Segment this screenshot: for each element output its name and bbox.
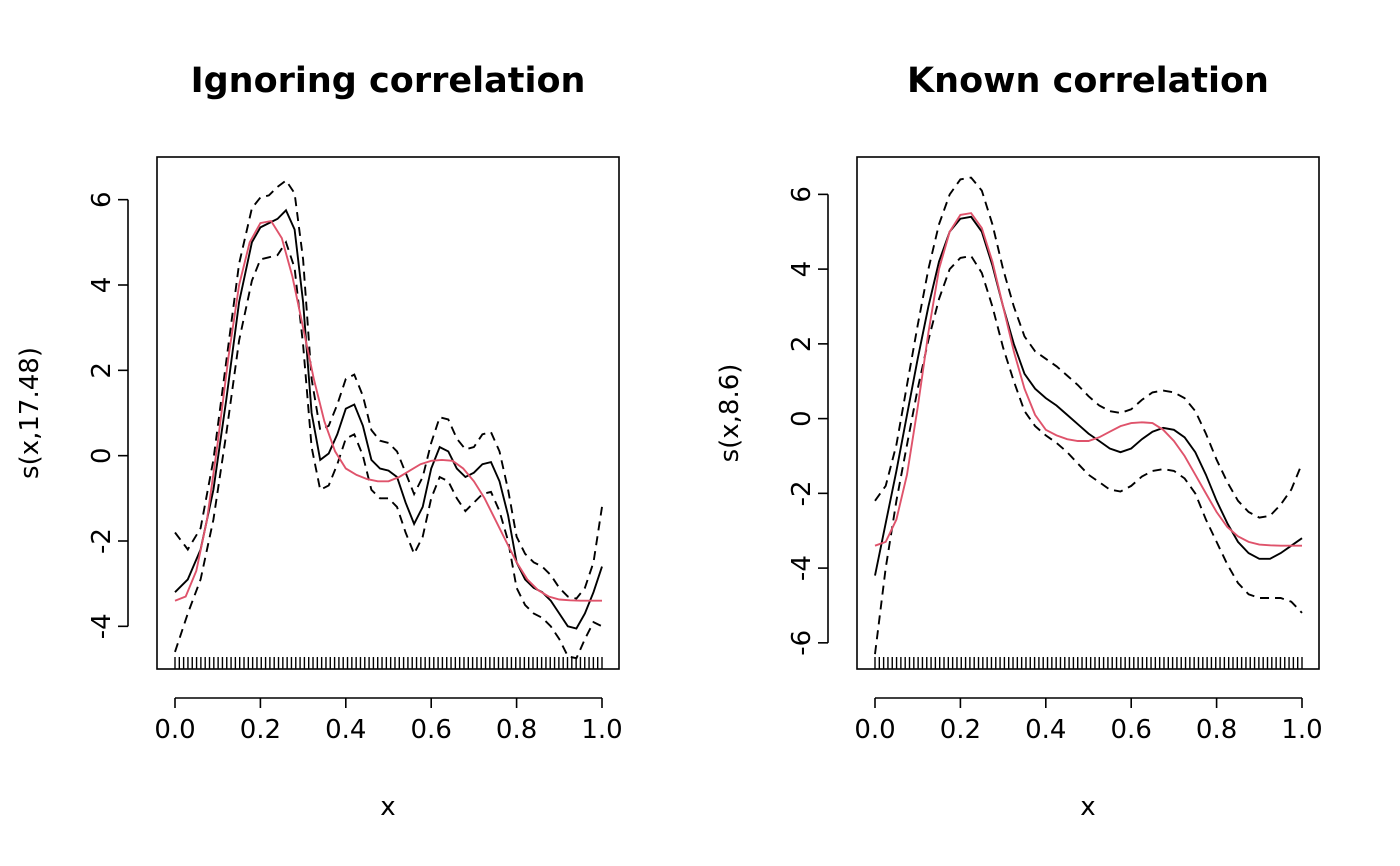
y-tick-label: 4 <box>87 277 117 294</box>
series-lower-band <box>174 240 603 660</box>
y-tick-label: 2 <box>87 362 117 379</box>
x-tick-label: 1.0 <box>1281 715 1322 745</box>
rug <box>174 657 603 669</box>
chart-title: Ignoring correlation <box>191 61 586 101</box>
y-tick-label: 0 <box>787 410 817 427</box>
x-tick-label: 0.8 <box>1196 715 1237 745</box>
series-true-function <box>174 219 602 602</box>
y-axis-label: s(x,8.6) <box>715 364 745 463</box>
plot-frame <box>856 156 1320 670</box>
y-tick-label: 0 <box>87 447 117 464</box>
x-tick-label: 0.6 <box>411 715 452 745</box>
series-upper-band <box>174 179 603 600</box>
y-tick-label: -2 <box>787 480 817 506</box>
x-tick-label: 1.0 <box>581 715 622 745</box>
rug <box>874 657 1303 669</box>
x-tick-label: 0.2 <box>940 715 981 745</box>
series-lower-band <box>874 254 1303 655</box>
y-tick-label: -6 <box>787 630 817 656</box>
x-axis: 0.0 0.2 0.4 0.6 0.8 1.0 <box>854 697 1323 745</box>
x-tick-label: 0.2 <box>240 715 281 745</box>
x-tick-label: 0.6 <box>1111 715 1152 745</box>
y-tick-label: -4 <box>87 613 117 639</box>
panel-ignoring-correlation: Ignoring correlation 0.0 0.2 0.4 0.6 0.8 1.0 … <box>15 61 623 822</box>
plot-frame <box>156 156 620 670</box>
y-tick-label: 6 <box>87 191 117 208</box>
series-layer <box>174 179 603 660</box>
y-axis: -6 -4 -2 0 2 4 6 <box>787 186 829 656</box>
y-tick-label: 2 <box>787 336 817 353</box>
y-axis-label: s(x,17.48) <box>15 347 45 479</box>
series-true-function <box>874 212 1302 547</box>
x-axis-label: x <box>380 792 395 822</box>
x-tick-label: 0.0 <box>854 715 895 745</box>
series-estimate <box>174 208 603 630</box>
x-tick-label: 0.4 <box>325 715 366 745</box>
x-tick-label: 0.8 <box>496 715 537 745</box>
y-tick-label: 4 <box>787 261 817 278</box>
y-axis: -4 -2 0 2 4 6 <box>87 191 129 639</box>
x-axis-label: x <box>1080 792 1095 822</box>
series-layer <box>874 176 1303 655</box>
y-tick-label: -2 <box>87 528 117 554</box>
x-tick-label: 0.4 <box>1025 715 1066 745</box>
panel-known-correlation: Known correlation 0.0 0.2 0.4 0.6 0.8 1.0 -6-… <box>715 61 1323 822</box>
series-upper-band <box>874 176 1303 519</box>
chart-title: Known correlation <box>907 61 1269 101</box>
y-tick-label: -4 <box>787 555 817 581</box>
x-tick-label: 0.0 <box>154 715 195 745</box>
y-tick-label: 6 <box>787 186 817 203</box>
x-axis: 0.0 0.2 0.4 0.6 0.8 1.0 <box>154 697 623 745</box>
